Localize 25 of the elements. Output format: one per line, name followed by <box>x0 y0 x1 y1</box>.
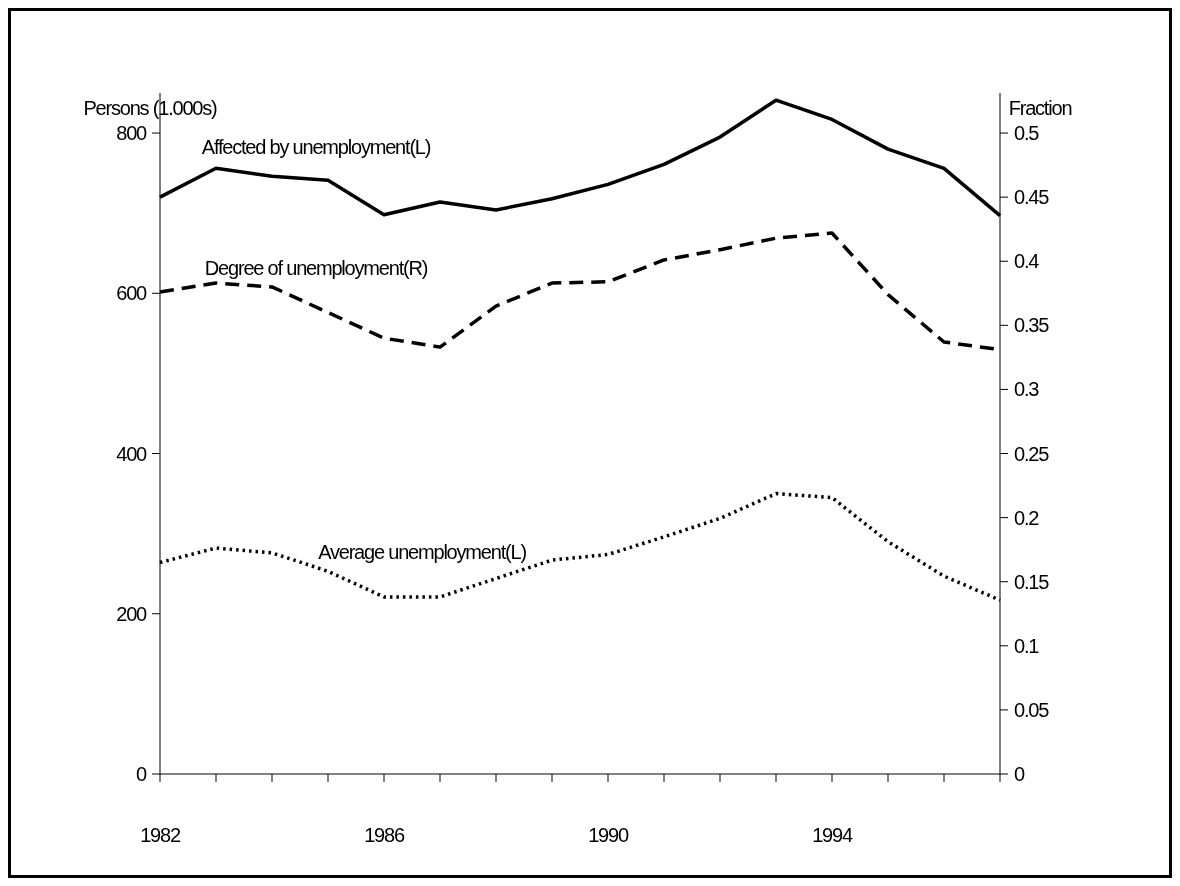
y-tick-label: 800 <box>116 122 148 145</box>
x-tick-label: 1986 <box>364 824 405 846</box>
y-tick-label: 600 <box>116 282 148 305</box>
x-tick-label: 1982 <box>140 824 181 846</box>
x-tick-label: 1990 <box>588 824 629 846</box>
series-label: Degree of unemployment(R) <box>204 256 428 279</box>
y2-tick-label: 0.25 <box>1014 442 1050 465</box>
y-tick-label: 0 <box>136 763 148 785</box>
y2-tick-label: 0.35 <box>1014 314 1050 337</box>
y2-axis-title: Fraction <box>1008 97 1072 120</box>
series-label: Affected by unemployment(L) <box>201 136 431 159</box>
series-label: Average unemployment(L) <box>318 540 527 563</box>
y2-tick-label: 0.4 <box>1014 250 1040 273</box>
y2-tick-label: 0.5 <box>1014 122 1040 145</box>
y-tick-label: 400 <box>116 442 148 465</box>
y2-tick-label: 0.2 <box>1014 506 1040 529</box>
y2-tick-label: 0.05 <box>1014 698 1050 721</box>
y-axis-title: Persons (1.000s) <box>83 97 218 120</box>
y2-tick-label: 0.3 <box>1014 378 1040 401</box>
y2-tick-label: 0.45 <box>1014 186 1050 209</box>
y2-tick-label: 0.15 <box>1014 570 1050 593</box>
x-tick-label: 1994 <box>812 824 853 846</box>
y2-tick-label: 0 <box>1014 763 1025 785</box>
y2-tick-label: 0.1 <box>1014 634 1040 657</box>
y-tick-label: 200 <box>116 602 148 625</box>
